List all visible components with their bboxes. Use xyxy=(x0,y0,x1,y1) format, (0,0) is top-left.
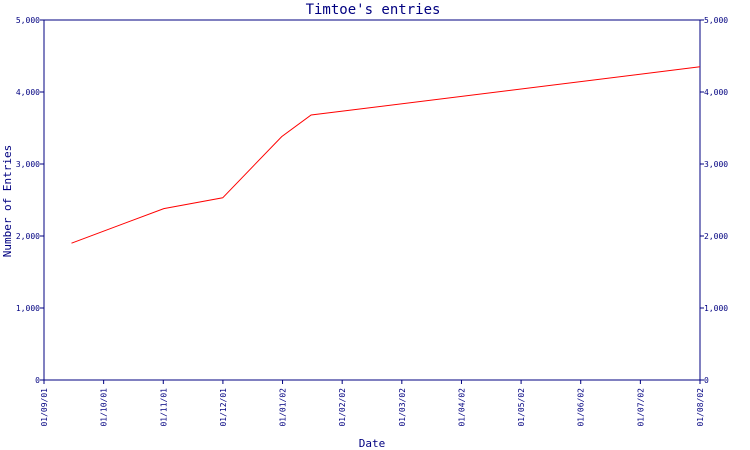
x-tick-label: 01/09/01 xyxy=(40,388,49,427)
x-tick-label: 01/12/01 xyxy=(219,388,228,427)
y-ticks-right: 0 1,000 2,000 3,000 4,000 5,000 xyxy=(700,16,728,385)
y-tick-label-left: 5,000 xyxy=(16,16,40,25)
x-tick-label: 01/06/02 xyxy=(577,388,586,427)
y-tick-label-left: 4,000 xyxy=(16,88,40,97)
x-tick-label: 01/07/02 xyxy=(636,388,645,427)
y-tick-label-left: 1,000 xyxy=(16,304,40,313)
x-axis-label: Date xyxy=(359,437,386,450)
y-tick-label-right: 0 xyxy=(704,376,709,385)
x-tick-label: 01/10/01 xyxy=(100,388,109,427)
x-tick-label: 01/04/02 xyxy=(457,388,466,427)
x-ticks: 01/09/01 01/10/01 01/11/01 01/12/01 01/01/02… xyxy=(40,380,705,427)
y-tick-label-right: 2,000 xyxy=(704,232,728,241)
y-tick-label-right: 1,000 xyxy=(704,304,728,313)
x-tick-label: 01/08/02 xyxy=(696,388,705,427)
x-tick-label: 01/03/02 xyxy=(398,388,407,427)
chart-title: Timtoe's entries xyxy=(306,2,441,18)
x-tick-label: 01/05/02 xyxy=(517,388,526,427)
y-tick-label-left: 3,000 xyxy=(16,160,40,169)
y-ticks-left: 0 1,000 2,000 3,000 4,000 5,000 xyxy=(16,16,44,385)
x-tick-label: 01/11/01 xyxy=(159,388,168,427)
y-tick-label-left: 0 xyxy=(35,376,40,385)
y-tick-label-right: 5,000 xyxy=(704,16,728,25)
series-line xyxy=(71,66,701,244)
y-axis-label: Number of Entries xyxy=(1,145,14,258)
x-tick-label: 01/02/02 xyxy=(338,388,347,427)
y-tick-label-right: 3,000 xyxy=(704,160,728,169)
y-tick-label-right: 4,000 xyxy=(704,88,728,97)
series-lines xyxy=(71,66,701,244)
y-tick-label-left: 2,000 xyxy=(16,232,40,241)
x-tick-label: 01/01/02 xyxy=(279,388,288,427)
plot-frame xyxy=(43,19,701,381)
